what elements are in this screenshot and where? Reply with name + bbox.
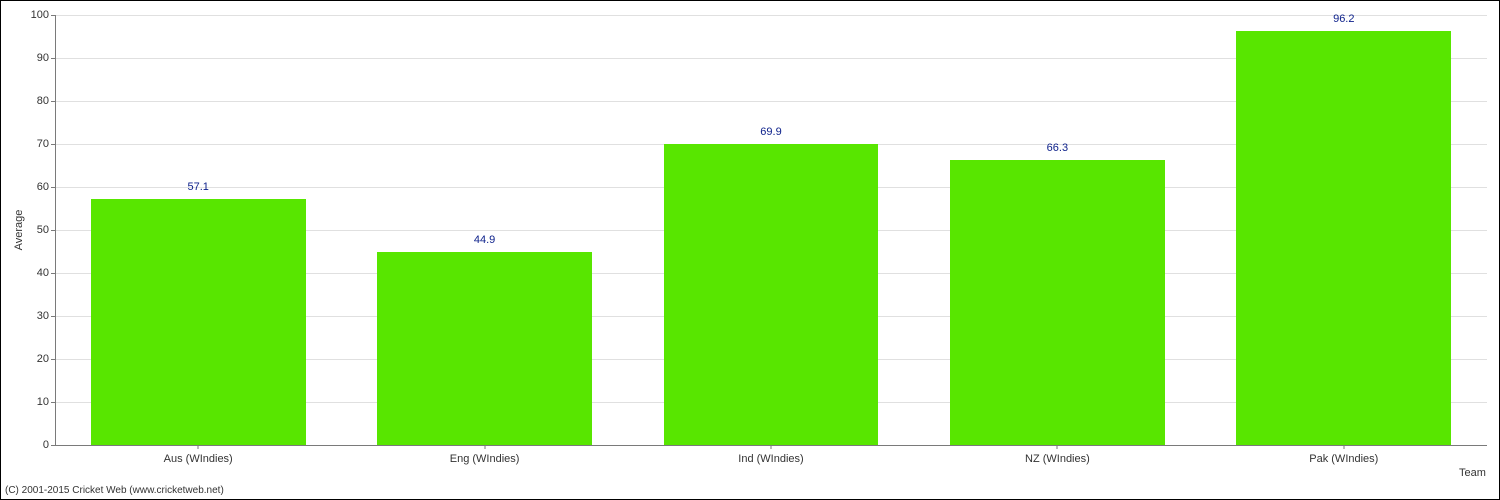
ytick-label: 0 xyxy=(43,439,55,451)
xtick-label: Pak (WIndies) xyxy=(1309,453,1378,465)
ytick-label: 40 xyxy=(37,267,55,279)
bar-value-label: 69.9 xyxy=(760,126,781,138)
bar: 96.2 xyxy=(1236,31,1451,445)
ytick-label: 90 xyxy=(37,52,55,64)
ytick-label: 100 xyxy=(31,9,55,21)
ytick-label: 20 xyxy=(37,353,55,365)
y-axis-label: Average xyxy=(13,210,25,251)
x-axis-label: Team xyxy=(1459,467,1486,479)
ytick-label: 80 xyxy=(37,95,55,107)
xtick-label: Ind (WIndies) xyxy=(738,453,803,465)
bar: 44.9 xyxy=(377,252,592,445)
plot-area: 010203040506070809010057.1Aus (WIndies)4… xyxy=(55,15,1487,445)
bar: 57.1 xyxy=(91,199,306,445)
xtick-label: Eng (WIndies) xyxy=(450,453,520,465)
ytick-label: 70 xyxy=(37,138,55,150)
copyright-text: (C) 2001-2015 Cricket Web (www.cricketwe… xyxy=(5,485,224,496)
bar: 69.9 xyxy=(664,144,879,445)
ytick-label: 60 xyxy=(37,181,55,193)
ytick-label: 30 xyxy=(37,310,55,322)
bar-value-label: 57.1 xyxy=(187,181,208,193)
ytick-label: 10 xyxy=(37,396,55,408)
bar-value-label: 96.2 xyxy=(1333,13,1354,25)
y-axis xyxy=(55,15,56,445)
ytick-label: 50 xyxy=(37,224,55,236)
chart-container: 0 10 20 30 40 50 60 70 80 90 100 57.1 Aus (WIndies) 4… xyxy=(0,0,1500,500)
bar-value-label: 44.9 xyxy=(474,234,495,246)
x-axis xyxy=(55,445,1487,446)
xtick-label: Aus (WIndies) xyxy=(164,453,233,465)
gridline xyxy=(55,15,1487,16)
xtick-label: NZ (WIndies) xyxy=(1025,453,1090,465)
bar: 66.3 xyxy=(950,160,1165,445)
bar-value-label: 66.3 xyxy=(1047,142,1068,154)
